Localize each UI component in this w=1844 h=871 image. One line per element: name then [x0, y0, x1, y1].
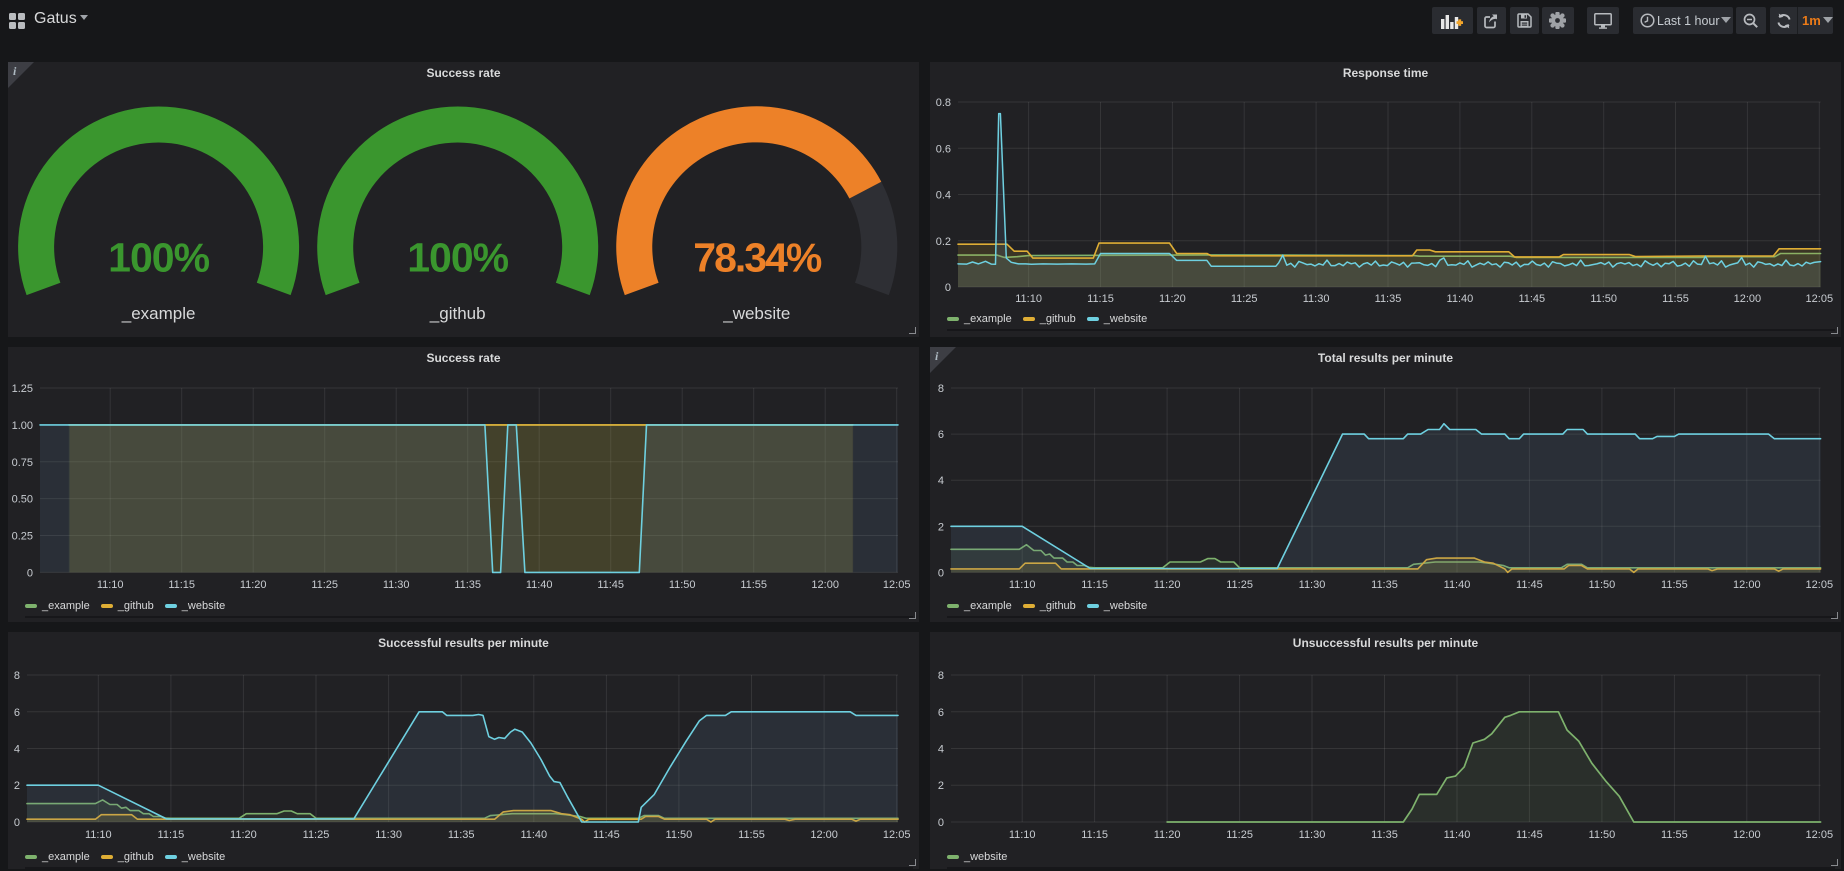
svg-text:11:25: 11:25: [303, 829, 330, 841]
svg-text:1.00: 1.00: [12, 420, 33, 432]
svg-text:11:20: 11:20: [1154, 829, 1181, 841]
svg-text:0.25: 0.25: [12, 531, 33, 543]
svg-text:0.6: 0.6: [936, 143, 951, 155]
svg-text:11:50: 11:50: [1589, 579, 1616, 591]
svg-text:_website: _website: [722, 304, 790, 323]
svg-text:8: 8: [14, 670, 20, 682]
svg-text:11:55: 11:55: [740, 579, 767, 591]
svg-text:11:10: 11:10: [1015, 293, 1042, 305]
svg-text:11:35: 11:35: [1371, 829, 1398, 841]
svg-text:0.2: 0.2: [936, 236, 951, 248]
svg-text:12:05: 12:05: [1806, 293, 1834, 305]
svg-text:11:45: 11:45: [593, 829, 620, 841]
svg-text:12:00: 12:00: [811, 579, 839, 591]
svg-text:11:15: 11:15: [1081, 829, 1108, 841]
svg-text:2: 2: [14, 780, 20, 792]
svg-text:11:10: 11:10: [97, 579, 124, 591]
svg-text:11:10: 11:10: [1009, 579, 1036, 591]
svg-text:_example: _example: [121, 304, 196, 323]
svg-text:11:30: 11:30: [375, 829, 402, 841]
svg-text:11:35: 11:35: [448, 829, 475, 841]
svg-text:11:30: 11:30: [1303, 293, 1330, 305]
svg-text:11:20: 11:20: [1159, 293, 1186, 305]
svg-text:11:45: 11:45: [1516, 579, 1543, 591]
svg-text:11:20: 11:20: [1154, 579, 1181, 591]
svg-text:11:45: 11:45: [1516, 829, 1543, 841]
svg-text:11:15: 11:15: [168, 579, 195, 591]
svg-text:100%: 100%: [108, 235, 209, 281]
svg-text:11:30: 11:30: [1299, 829, 1326, 841]
svg-text:11:50: 11:50: [666, 829, 693, 841]
svg-text:6: 6: [938, 707, 944, 719]
svg-text:11:55: 11:55: [738, 829, 765, 841]
svg-text:6: 6: [14, 707, 20, 719]
svg-text:11:40: 11:40: [526, 579, 553, 591]
svg-text:0.75: 0.75: [12, 457, 33, 469]
svg-text:2: 2: [938, 521, 944, 533]
svg-text:4: 4: [938, 475, 944, 487]
svg-text:12:00: 12:00: [1734, 293, 1762, 305]
svg-text:6: 6: [938, 429, 944, 441]
svg-text:11:25: 11:25: [1226, 579, 1253, 591]
svg-text:8: 8: [938, 670, 944, 682]
svg-text:0: 0: [938, 817, 944, 829]
svg-text:11:45: 11:45: [597, 579, 624, 591]
svg-text:0: 0: [14, 817, 20, 829]
svg-text:11:25: 11:25: [1231, 293, 1258, 305]
svg-text:11:45: 11:45: [1518, 293, 1545, 305]
svg-text:12:05: 12:05: [883, 579, 911, 591]
svg-text:11:15: 11:15: [1087, 293, 1114, 305]
svg-text:11:50: 11:50: [669, 579, 696, 591]
svg-text:_github: _github: [429, 304, 486, 323]
svg-text:11:55: 11:55: [1661, 829, 1688, 841]
svg-text:0.4: 0.4: [936, 190, 951, 202]
svg-text:12:00: 12:00: [1733, 579, 1761, 591]
svg-text:11:40: 11:40: [1447, 293, 1474, 305]
svg-text:78.34%: 78.34%: [693, 235, 822, 281]
svg-text:12:05: 12:05: [1806, 829, 1834, 841]
svg-text:0.8: 0.8: [936, 97, 951, 109]
svg-text:12:00: 12:00: [810, 829, 838, 841]
svg-text:11:40: 11:40: [1444, 829, 1471, 841]
svg-text:11:25: 11:25: [1226, 829, 1253, 841]
svg-text:11:40: 11:40: [520, 829, 547, 841]
svg-text:11:55: 11:55: [1662, 293, 1689, 305]
svg-text:12:05: 12:05: [1806, 579, 1834, 591]
svg-text:8: 8: [938, 383, 944, 395]
svg-text:11:30: 11:30: [1299, 579, 1326, 591]
svg-text:11:55: 11:55: [1661, 579, 1688, 591]
svg-text:11:50: 11:50: [1590, 293, 1617, 305]
svg-text:2: 2: [938, 780, 944, 792]
svg-text:11:20: 11:20: [240, 579, 267, 591]
svg-text:1.25: 1.25: [12, 383, 33, 395]
svg-text:11:20: 11:20: [230, 829, 257, 841]
svg-text:12:05: 12:05: [883, 829, 911, 841]
svg-text:11:35: 11:35: [1375, 293, 1402, 305]
svg-text:0: 0: [945, 282, 951, 294]
svg-text:4: 4: [14, 744, 20, 756]
svg-text:11:15: 11:15: [1081, 579, 1108, 591]
svg-text:0.50: 0.50: [12, 494, 33, 506]
svg-text:100%: 100%: [407, 235, 508, 281]
svg-text:11:35: 11:35: [454, 579, 481, 591]
svg-text:11:10: 11:10: [85, 829, 112, 841]
svg-text:12:00: 12:00: [1733, 829, 1761, 841]
svg-text:0: 0: [27, 567, 33, 579]
svg-text:11:10: 11:10: [1009, 829, 1036, 841]
svg-text:11:50: 11:50: [1589, 829, 1616, 841]
svg-text:11:30: 11:30: [383, 579, 410, 591]
svg-text:11:35: 11:35: [1371, 579, 1398, 591]
svg-text:11:40: 11:40: [1444, 579, 1471, 591]
svg-text:11:25: 11:25: [311, 579, 338, 591]
svg-text:0: 0: [938, 567, 944, 579]
svg-text:11:15: 11:15: [158, 829, 185, 841]
svg-text:4: 4: [938, 744, 944, 756]
